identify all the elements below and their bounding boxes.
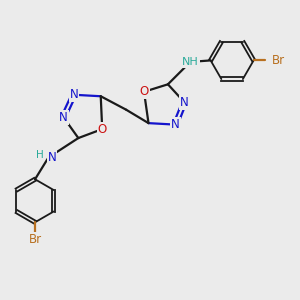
Text: Br: Br [272,54,285,67]
Text: N: N [70,88,78,101]
Text: N: N [59,111,68,124]
Text: N: N [48,151,56,164]
Text: N: N [180,96,189,109]
Text: O: O [140,85,149,98]
Text: O: O [98,123,107,136]
Text: N: N [171,118,180,131]
Text: H: H [36,150,44,160]
Text: Br: Br [28,233,42,246]
Text: NH: NH [182,57,199,67]
